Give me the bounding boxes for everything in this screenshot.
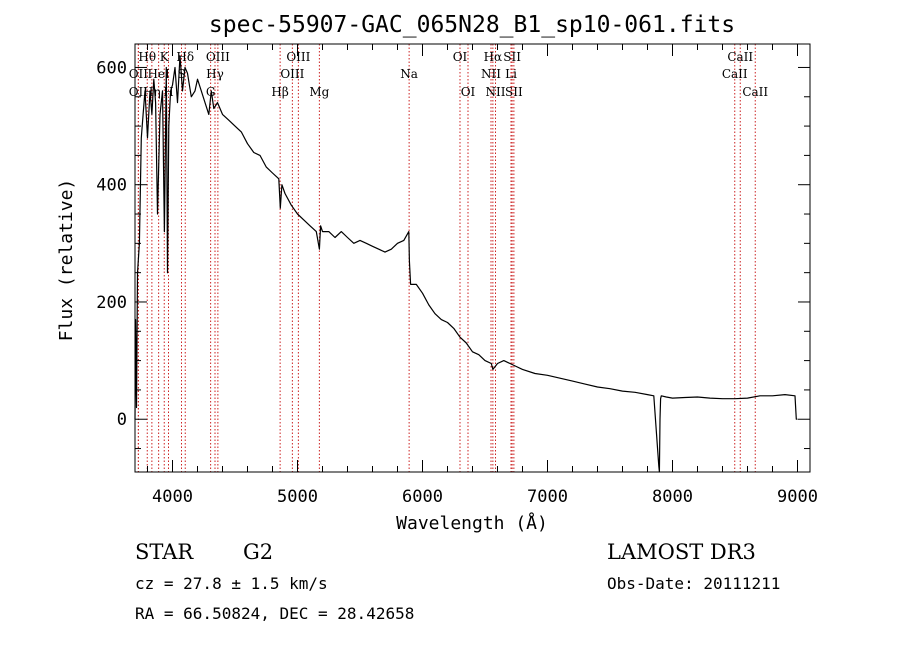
line-label-27: CaII (742, 85, 768, 99)
x-axis-label: Wavelength (Å) (396, 512, 548, 534)
y-tick-labels: 0 200 400 600 (96, 58, 127, 430)
y-axis-label: Flux (relative) (56, 179, 77, 342)
line-label-21: NII (486, 85, 506, 99)
line-label-12: OIII (286, 50, 310, 64)
spectral-line-markers (137, 44, 756, 472)
line-label-3: Hη (143, 85, 161, 99)
spectrum-series (134, 55, 798, 473)
line-label-5: HeI (147, 67, 170, 81)
line-label-2: OII (129, 85, 149, 99)
x-tick-label: 9000 (777, 487, 818, 507)
y-tick-label: 600 (96, 58, 127, 78)
chart-title: spec-55907-GAC_065N28_B1_sp10-061.fits (209, 12, 735, 38)
line-label-18: OI (461, 85, 476, 99)
line-label-20: NII (481, 67, 501, 81)
line-label-7: H (163, 85, 173, 99)
x-tick-label: 8000 (652, 487, 693, 507)
axis-ticks (135, 44, 810, 472)
x-tick-label: 6000 (402, 487, 443, 507)
x-tick-label: 4000 (152, 487, 193, 507)
spectrum-line (134, 55, 798, 473)
object-class: STAR (135, 540, 194, 564)
y-tick-label: 200 (96, 293, 127, 313)
line-label-13: OIII (280, 67, 304, 81)
line-label-8: Hδ (176, 50, 194, 64)
x-tick-label: 5000 (277, 487, 318, 507)
line-label-14: Hβ (271, 85, 288, 99)
redshift-readout: cz = 27.8 ± 1.5 km/s (135, 574, 328, 593)
line-label-1: OII (129, 67, 149, 81)
object-subclass: G2 (243, 540, 273, 564)
x-tick-labels: 4000 5000 6000 7000 8000 9000 (152, 487, 818, 507)
line-label-10: Hγ (206, 67, 224, 81)
x-tick-label: 7000 (527, 487, 568, 507)
plot-frame (134, 43, 811, 473)
line-label-9: OIII (206, 50, 230, 64)
line-label-15: Mg (309, 85, 329, 99)
line-label-0: Hθ (138, 50, 156, 64)
y-tick-label: 400 (96, 176, 127, 196)
line-label-19: Hα (484, 50, 503, 64)
coordinates-readout: RA = 66.50824, DEC = 28.42658 (135, 604, 414, 623)
line-label-26: CaII (722, 67, 748, 81)
line-label-16: Na (400, 67, 418, 81)
y-tick-label: 0 (117, 410, 127, 430)
observation-date: Obs-Date: 20111211 (607, 574, 780, 593)
line-label-4: K (160, 50, 170, 64)
line-label-24: SII (505, 85, 523, 99)
line-label-25: CaII (727, 50, 753, 64)
line-label-17: OI (453, 50, 468, 64)
line-label-22: SII (503, 50, 521, 64)
survey-name: LAMOST DR3 (607, 540, 756, 564)
line-label-23: Li (505, 67, 517, 81)
